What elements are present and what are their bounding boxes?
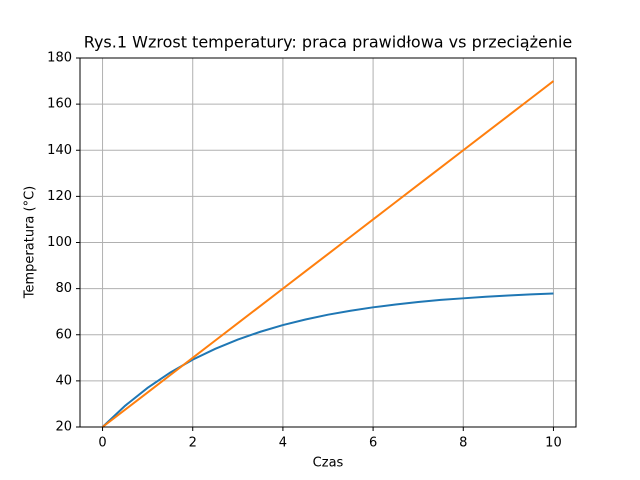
y-tick-label: 100 (47, 235, 72, 250)
y-tick-label: 180 (47, 51, 72, 66)
plot-frame (79, 57, 577, 428)
chart-title: Rys.1 Wzrost temperatury: praca prawidło… (84, 33, 573, 52)
y-axis-label: Temperatura (°C) (23, 186, 38, 299)
series-line (101, 80, 555, 428)
x-tick-label: 2 (189, 436, 197, 451)
x-axis-label: Czas (313, 456, 344, 471)
x-tick-label: 0 (98, 436, 106, 451)
y-tick-label: 160 (47, 97, 72, 112)
x-tick-label: 8 (459, 436, 467, 451)
y-tick-label: 60 (55, 327, 72, 342)
x-tick-label: 6 (369, 436, 377, 451)
y-tick-label: 140 (47, 143, 72, 158)
series-line (101, 292, 554, 428)
y-tick-label: 120 (47, 189, 72, 204)
y-tick-label: 20 (55, 420, 72, 435)
y-tick-label: 40 (55, 373, 72, 388)
x-tick-label: 10 (545, 436, 562, 451)
y-tick-label: 80 (55, 281, 72, 296)
x-tick-label: 4 (279, 436, 287, 451)
